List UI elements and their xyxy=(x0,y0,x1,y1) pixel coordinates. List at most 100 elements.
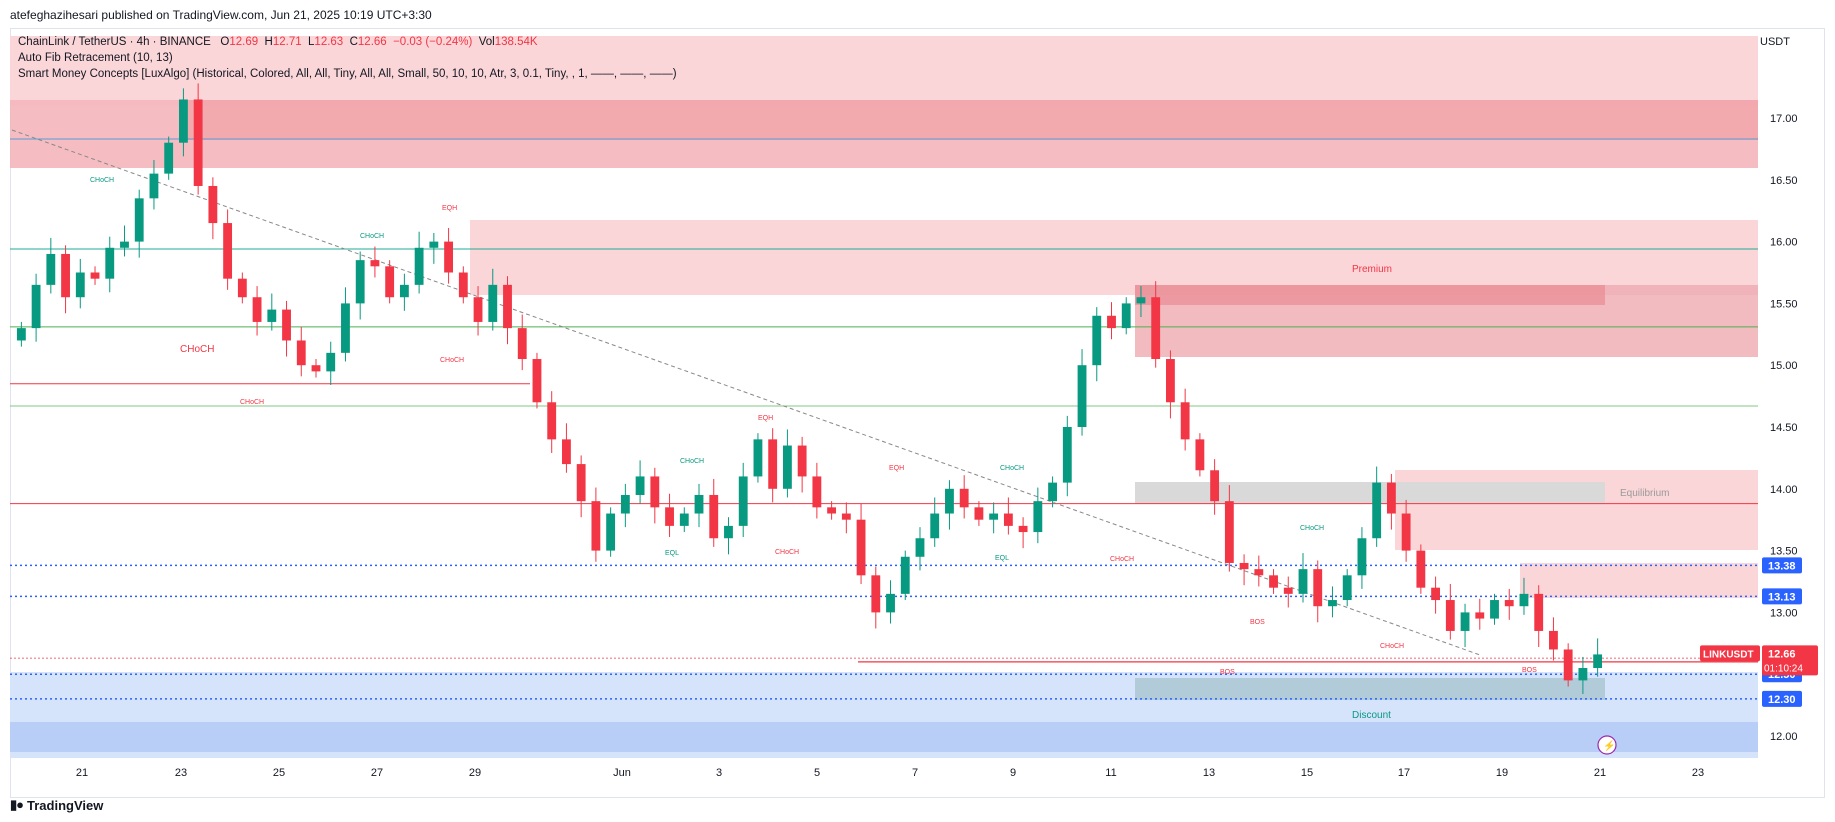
x-tick-label: 19 xyxy=(1496,767,1508,779)
candle-body xyxy=(1136,297,1146,304)
lightning-glyph: ⚡ xyxy=(1603,739,1615,752)
candle-body xyxy=(1003,513,1013,526)
candle-body xyxy=(296,340,306,366)
candle-body xyxy=(1416,550,1426,588)
tag-1338-bg xyxy=(1762,557,1802,574)
close-value: 12.66 xyxy=(357,36,387,48)
candle-body xyxy=(738,476,748,526)
candle-body xyxy=(945,488,954,514)
candle-body xyxy=(1092,315,1102,366)
candle-body xyxy=(1578,668,1588,681)
legend-ohlc-row: ChainLink / TetherUS · 4h · BINANCE O12.… xyxy=(18,34,677,50)
candle-body xyxy=(105,247,115,279)
x-tick-label: Jun xyxy=(613,767,631,779)
candle-body xyxy=(1210,470,1220,502)
x-tick-label: 7 xyxy=(912,767,918,779)
candle-body xyxy=(1460,612,1470,631)
candle-body xyxy=(1549,630,1558,650)
tv-logo-icon: ▮● xyxy=(10,797,24,812)
candle-body xyxy=(1283,587,1293,594)
x-tick-label: 27 xyxy=(371,767,383,779)
candle-body xyxy=(31,284,41,329)
brand-name: TradingView xyxy=(27,797,104,813)
legend-symbol[interactable]: ChainLink / TetherUS · 4h · BINANCE xyxy=(18,36,211,48)
indicator-smc[interactable]: Smart Money Concepts [LuxAlgo] (Historic… xyxy=(18,68,677,80)
candle-body xyxy=(1593,654,1603,669)
chart-legend: ChainLink / TetherUS · 4h · BINANCE O12.… xyxy=(18,34,677,82)
candle-body xyxy=(1490,600,1499,619)
candle-body xyxy=(724,525,733,539)
candle-body xyxy=(326,352,336,372)
y-tick-label: 17.00 xyxy=(1770,113,1798,125)
label-bos-2: BOS xyxy=(1522,667,1537,674)
candle-body xyxy=(414,247,424,285)
candle-body xyxy=(782,445,792,489)
candle-body xyxy=(1534,593,1544,631)
y-tick-label: 16.50 xyxy=(1770,175,1798,187)
alert-lightning-icon[interactable] xyxy=(1597,735,1617,755)
candle-body xyxy=(959,488,969,508)
label-bos-3: BOS xyxy=(1220,669,1235,676)
candle-body xyxy=(1328,600,1337,607)
open-value: 12.69 xyxy=(229,36,259,48)
candle-body xyxy=(473,297,483,322)
currency-unit-label[interactable]: USDT xyxy=(1760,36,1790,48)
y-tick-label: 12.00 xyxy=(1770,731,1798,743)
candle-body xyxy=(1224,501,1234,563)
candle-body xyxy=(812,476,822,508)
candle-body xyxy=(1033,501,1043,533)
candle-body xyxy=(208,185,218,224)
candle-body xyxy=(1107,315,1116,329)
candle-body xyxy=(517,328,527,360)
supply-zone-top xyxy=(10,36,1758,106)
candle-body xyxy=(1048,482,1057,502)
low-key: L xyxy=(308,36,315,48)
candle-body xyxy=(547,402,557,440)
candle-body xyxy=(1298,569,1308,594)
label-eqh-1: EQH xyxy=(442,205,457,212)
y-tick-label: 15.00 xyxy=(1770,360,1798,372)
x-tick-label: 13 xyxy=(1203,767,1215,779)
candle-body xyxy=(1372,482,1382,539)
candle-body xyxy=(562,439,571,465)
label-choch-6: CHoCH xyxy=(680,458,704,465)
candle-body xyxy=(223,223,233,279)
tag-1230: 12.30 xyxy=(1768,694,1796,706)
equilibrium-zone xyxy=(1135,482,1605,504)
label-eql-2: EQL xyxy=(995,555,1009,562)
label-choch-9: CHoCH xyxy=(1110,556,1134,563)
indicator-fib[interactable]: Auto Fib Retracement (10, 13) xyxy=(18,52,173,64)
x-tick-label: 3 xyxy=(716,767,722,779)
candle-body xyxy=(61,253,70,298)
y-tick-label: 13.50 xyxy=(1770,546,1798,558)
label-choch-11: CHoCH xyxy=(1380,643,1404,650)
candle-body xyxy=(753,439,763,477)
candle-body xyxy=(1445,600,1455,631)
candle-body xyxy=(488,284,498,322)
label-choch-10: CHoCH xyxy=(1300,525,1324,532)
candle-body xyxy=(694,494,704,514)
x-tick-label: 9 xyxy=(1010,767,1016,779)
candle-body xyxy=(930,513,940,539)
y-tick-label: 16.00 xyxy=(1770,237,1798,249)
candle-body xyxy=(16,328,26,341)
candle-body xyxy=(1239,562,1249,570)
x-tick-label: 11 xyxy=(1105,767,1116,779)
candle-body xyxy=(1401,513,1411,551)
discount-zone-deep xyxy=(10,722,1758,752)
candle-body xyxy=(1151,297,1161,360)
x-tick-label: 15 xyxy=(1301,767,1313,779)
order-block-upper xyxy=(180,100,1758,140)
candle-body xyxy=(1519,593,1529,607)
chart-frame xyxy=(10,28,1825,798)
high-key: H xyxy=(264,36,273,48)
vol-key: Vol xyxy=(478,36,495,48)
x-tick-label: 29 xyxy=(469,767,481,779)
candle-body xyxy=(341,303,350,353)
tradingview-logo[interactable]: ▮● TradingView xyxy=(10,797,103,813)
candle-body xyxy=(635,476,645,495)
candle-body xyxy=(46,253,56,285)
label-choch-7: CHoCH xyxy=(775,549,799,556)
candle-body xyxy=(90,272,100,279)
